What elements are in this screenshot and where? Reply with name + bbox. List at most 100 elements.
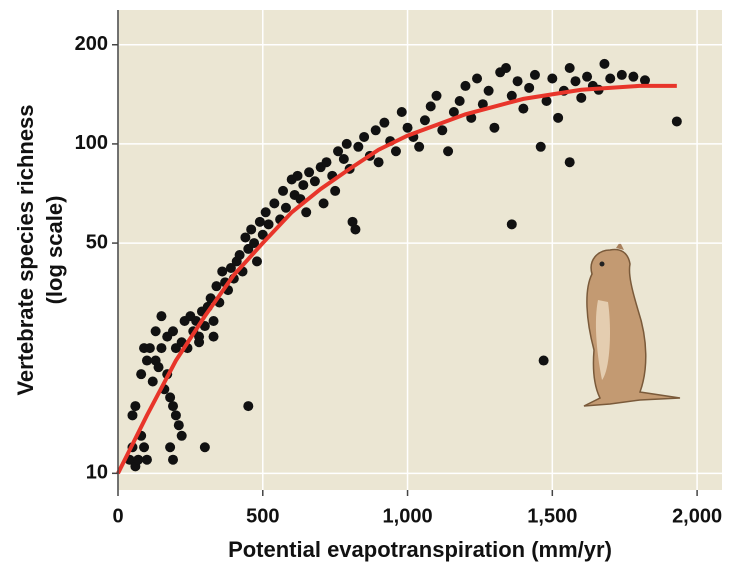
data-point — [538, 355, 549, 366]
data-point — [301, 207, 312, 218]
data-point — [130, 401, 141, 412]
data-point — [321, 157, 332, 168]
data-point — [506, 219, 517, 230]
data-point — [199, 442, 210, 453]
data-point — [168, 401, 179, 412]
data-point — [141, 454, 152, 465]
data-point — [338, 153, 349, 164]
data-point — [304, 167, 315, 178]
data-point — [170, 410, 181, 421]
data-point — [547, 73, 558, 84]
data-point — [460, 80, 471, 91]
data-point — [330, 185, 341, 196]
data-point — [350, 224, 361, 235]
y-axis-label: Vertebrate species richness — [13, 104, 38, 395]
data-point — [402, 122, 413, 133]
data-point — [156, 311, 167, 322]
data-point — [390, 146, 401, 157]
data-point — [333, 146, 344, 157]
data-point — [553, 112, 564, 123]
data-point — [309, 176, 320, 187]
data-point — [599, 58, 610, 69]
data-point — [263, 219, 274, 230]
data-point — [341, 138, 352, 149]
data-point — [616, 69, 627, 80]
data-point — [251, 256, 262, 267]
data-point — [414, 141, 425, 152]
data-point — [168, 454, 179, 465]
data-point — [254, 216, 265, 227]
x-axis-label: Potential evapotranspiration (mm/yr) — [228, 537, 612, 562]
marks — [116, 58, 682, 475]
data-point — [518, 103, 529, 114]
data-point — [373, 157, 384, 168]
data-point — [500, 63, 511, 74]
data-point — [243, 401, 254, 412]
data-point — [165, 442, 176, 453]
data-point — [454, 95, 465, 106]
data-point — [396, 106, 407, 117]
data-point — [234, 250, 245, 261]
data-point — [671, 116, 682, 127]
data-point — [477, 99, 488, 110]
data-point — [217, 266, 228, 277]
data-point — [564, 157, 575, 168]
data-point — [298, 180, 309, 191]
data-point — [257, 229, 268, 240]
data-point — [370, 125, 381, 136]
data-point — [506, 90, 517, 101]
data-point — [278, 185, 289, 196]
data-point — [347, 216, 358, 227]
data-point — [240, 232, 251, 243]
data-point — [127, 410, 138, 421]
data-point — [419, 115, 430, 126]
data-point — [156, 343, 167, 354]
y-tick-label: 50 — [86, 231, 108, 253]
data-point — [147, 376, 158, 387]
data-point — [512, 76, 523, 87]
data-point — [153, 362, 164, 373]
data-point — [136, 369, 147, 380]
data-point — [208, 331, 219, 342]
data-point — [133, 454, 144, 465]
y-tick-label: 10 — [86, 462, 108, 484]
data-point — [168, 326, 179, 337]
data-point — [425, 101, 436, 112]
data-point — [318, 198, 329, 209]
data-point — [379, 117, 390, 128]
data-point — [541, 95, 552, 106]
y-axis-label-note: (log scale) — [42, 196, 67, 305]
data-point — [260, 207, 271, 218]
data-point — [194, 337, 205, 348]
x-tick-label: 2,000 — [672, 505, 722, 527]
data-point — [359, 131, 370, 142]
data-point — [489, 122, 500, 133]
data-point — [431, 90, 442, 101]
data-point — [141, 355, 152, 366]
data-point — [576, 92, 587, 103]
data-point — [535, 141, 546, 152]
data-point — [173, 420, 184, 431]
data-point — [208, 316, 219, 327]
data-point — [269, 198, 280, 209]
plot-area — [118, 10, 722, 490]
data-point — [564, 63, 575, 74]
fit-curve — [116, 83, 677, 475]
x-tick-label: 0 — [112, 505, 123, 527]
data-point — [165, 392, 176, 403]
x-tick-label: 1,000 — [383, 505, 433, 527]
data-point — [582, 71, 593, 82]
data-point — [605, 73, 616, 84]
data-point — [443, 146, 454, 157]
data-point — [211, 281, 222, 292]
data-point — [205, 293, 216, 304]
data-point — [246, 224, 257, 235]
data-point — [639, 75, 650, 86]
data-point — [280, 202, 291, 213]
data-point — [144, 343, 155, 354]
data-point — [529, 69, 540, 80]
data-point — [150, 326, 161, 337]
y-tick-label: 100 — [75, 132, 108, 154]
